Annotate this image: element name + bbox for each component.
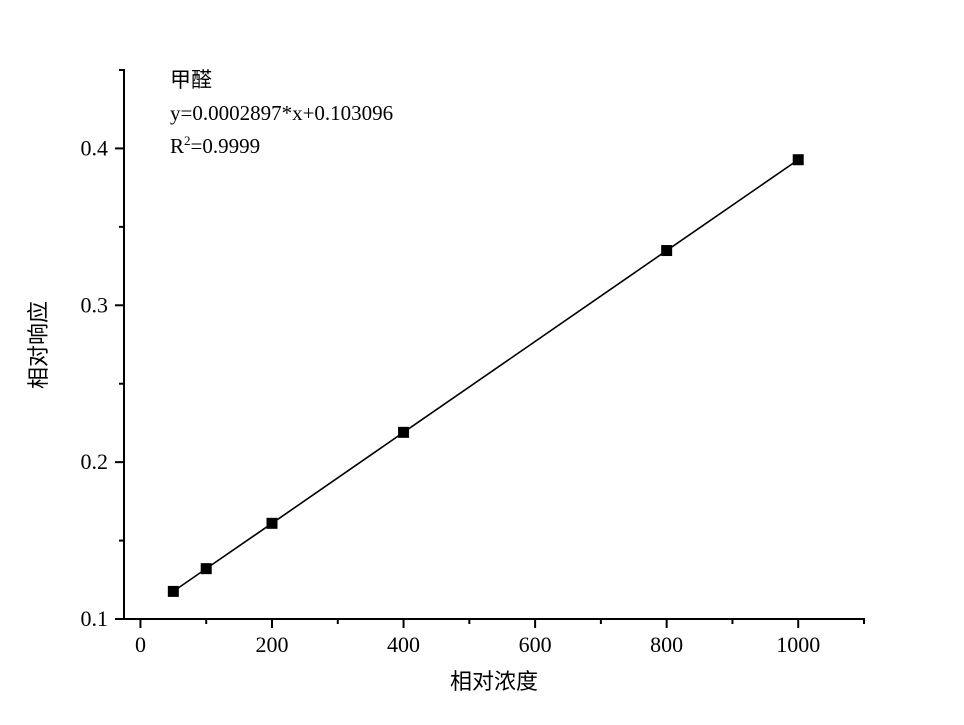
annotation-block: 甲醛 y=0.0002897*x+0.103096 R2=0.9999: [170, 64, 393, 163]
data-point-marker: [167, 585, 179, 597]
data-point-marker: [661, 245, 673, 257]
x-tick-label: 600: [519, 632, 552, 657]
annotation-title: 甲醛: [170, 68, 212, 92]
x-axis-title: 相对浓度: [449, 669, 538, 694]
x-tick-label: 200: [256, 632, 289, 657]
x-tick-label: 1000: [776, 632, 820, 657]
y-tick-label: 0.3: [81, 292, 109, 317]
annotation-equation: y=0.0002897*x+0.103096: [170, 101, 394, 125]
x-tick-label: 800: [650, 632, 683, 657]
y-tick-label: 0.4: [81, 135, 109, 160]
x-tick-label: 0: [135, 632, 146, 657]
data-point-marker: [792, 154, 804, 166]
y-tick-label: 0.1: [81, 606, 109, 631]
y-tick-label: 0.2: [81, 449, 109, 474]
annotation-r-squared: R2=0.9999: [170, 133, 261, 158]
data-point-marker: [398, 426, 410, 438]
x-tick-label: 400: [387, 632, 420, 657]
data-point-marker: [200, 563, 212, 575]
y-axis-title: 相对响应: [26, 300, 51, 390]
data-point-marker: [266, 517, 278, 529]
